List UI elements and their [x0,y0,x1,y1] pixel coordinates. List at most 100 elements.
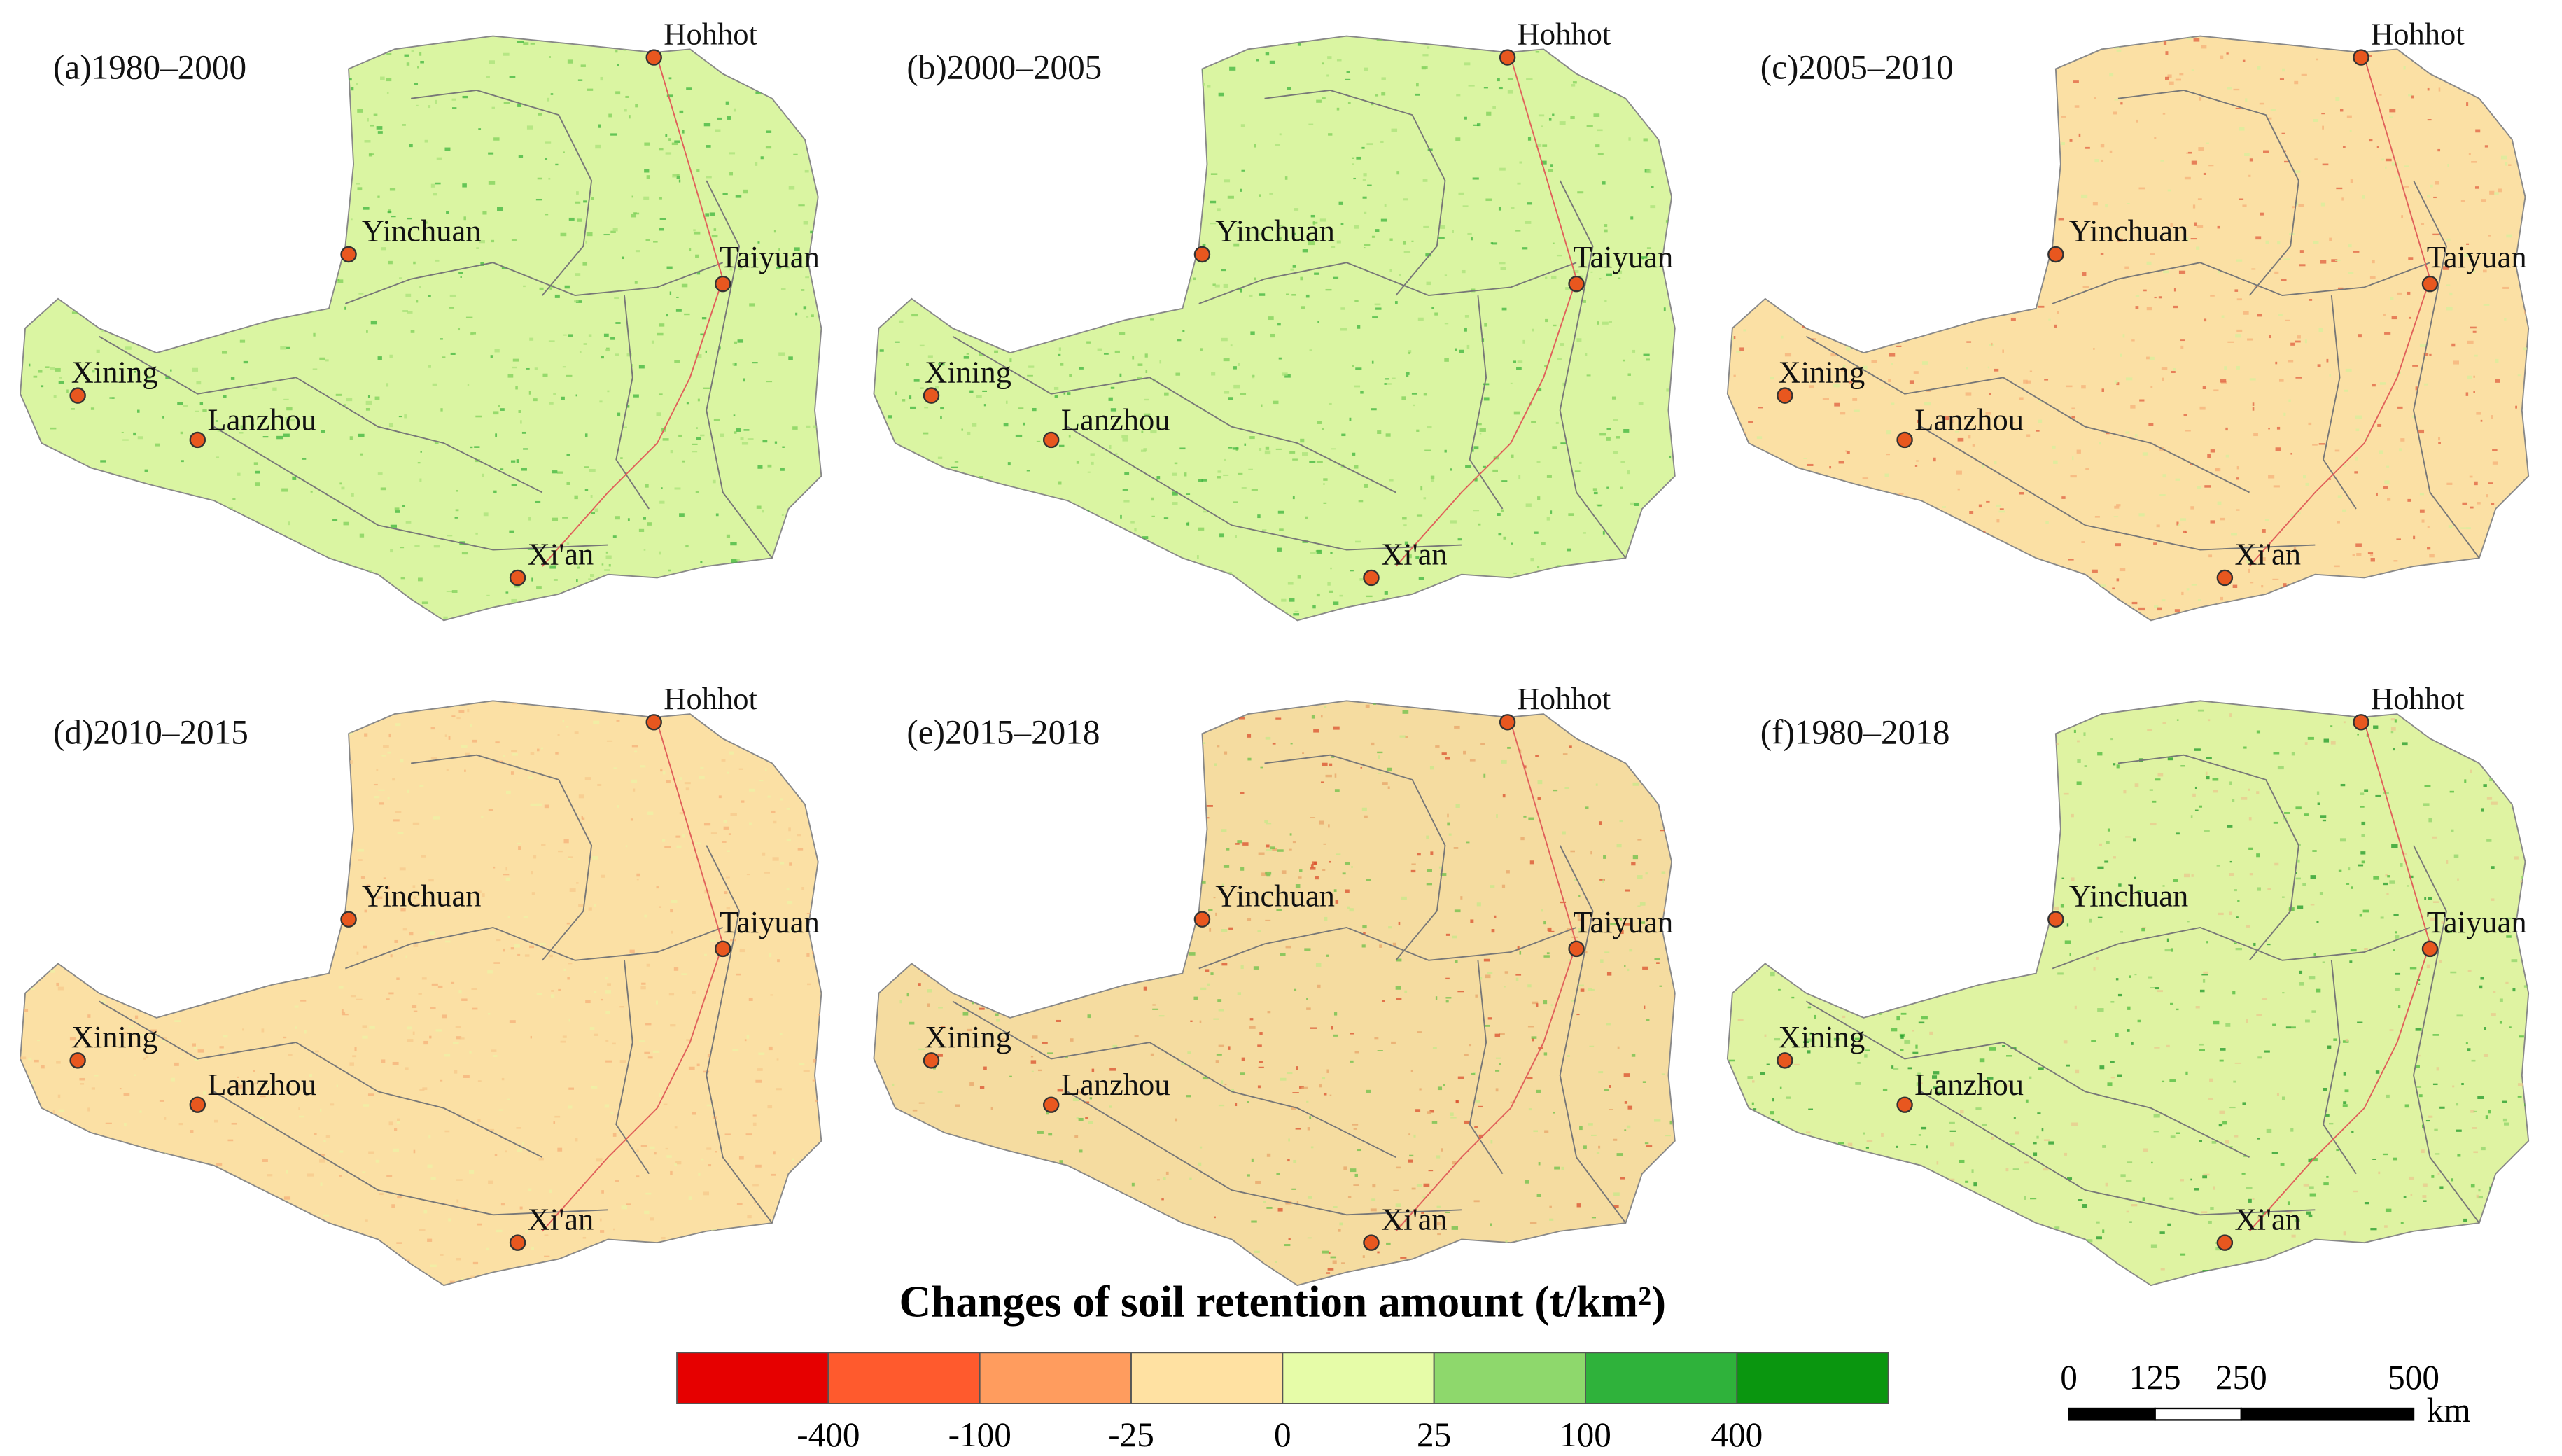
speckle [1275,144,1280,146]
city-label: Lanzhou [1061,402,1170,437]
speckle [511,239,517,241]
speckle [569,888,576,892]
speckle [1928,614,1931,617]
speckle [416,300,419,303]
speckle [1227,195,1234,199]
speckle [1781,335,1784,339]
speckle [1292,293,1296,296]
speckle [1117,938,1123,941]
speckle [2480,419,2483,422]
speckle [586,232,593,237]
speckle [1043,1214,1050,1217]
speckle [442,356,446,358]
speckle [263,951,268,953]
speckle [681,973,687,975]
speckle [1917,419,1921,424]
speckle [2448,525,2453,528]
speckle [120,575,125,578]
speckle [1516,230,1521,232]
speckle [2297,335,2301,339]
speckle [1749,866,1753,869]
speckle [2430,59,2436,63]
speckle [1014,1193,1019,1196]
speckle [461,552,468,555]
speckle [1805,889,1808,893]
speckle [24,160,27,163]
speckle [1455,804,1460,808]
speckle [1527,1077,1533,1079]
speckle [1630,724,1633,727]
speckle [1507,90,1513,94]
city-marker [1363,569,1380,587]
speckle [1278,1208,1283,1212]
speckle [692,451,698,453]
speckle [1154,932,1161,935]
speckle [765,620,771,621]
speckle [1241,1057,1245,1061]
speckle [1142,931,1146,935]
speckle [2379,619,2383,621]
speckle [700,561,703,564]
speckle [1384,204,1387,207]
speckle [2308,422,2312,426]
speckle [770,1267,776,1270]
speckle [341,1012,346,1015]
speckle [786,900,793,905]
speckle [1574,878,1578,881]
speckle [644,169,650,173]
speckle [562,1035,567,1038]
speckle [2012,813,2015,816]
speckle [1396,958,1402,962]
speckle [1445,757,1450,760]
speckle [137,164,143,169]
speckle [105,792,110,797]
speckle [1459,349,1464,354]
speckle [1662,738,1668,742]
speckle [1050,1262,1053,1266]
speckle [2418,429,2425,434]
speckle [1891,1065,1894,1069]
speckle [120,315,125,317]
speckle [2446,284,2451,286]
speckle [2473,69,2475,73]
speckle [1145,370,1148,374]
speckle [465,752,470,756]
speckle [2336,600,2339,603]
speckle [1363,932,1366,934]
speckle [1541,909,1544,912]
speckle [531,892,536,895]
speckle [1019,880,1024,883]
speckle [76,1165,80,1168]
speckle [42,1160,47,1162]
speckle [1436,1155,1441,1158]
speckle [1131,1182,1135,1186]
speckle [934,527,937,531]
speckle [100,460,106,463]
speckle [1270,333,1275,338]
speckle [1032,407,1037,412]
speckle [142,116,147,120]
speckle [1949,1121,1955,1124]
speckle [1957,488,1960,491]
speckle [88,1014,91,1018]
speckle [704,822,711,826]
speckle [692,443,698,445]
speckle [1553,324,1557,327]
speckle [202,919,207,922]
speckle [2397,176,2400,178]
speckle [1527,1026,1534,1028]
speckle [1011,913,1015,916]
speckle [323,858,328,862]
speckle [1755,570,1760,573]
speckle [1161,713,1168,715]
speckle [585,240,588,244]
speckle [304,715,307,718]
speckle [617,804,620,808]
speckle [108,134,112,136]
speckle [2135,295,2140,298]
speckle [1166,1171,1169,1175]
speckle [1086,341,1091,344]
speckle [442,1014,447,1018]
speckle [741,442,749,445]
speckle [1866,1238,1871,1242]
